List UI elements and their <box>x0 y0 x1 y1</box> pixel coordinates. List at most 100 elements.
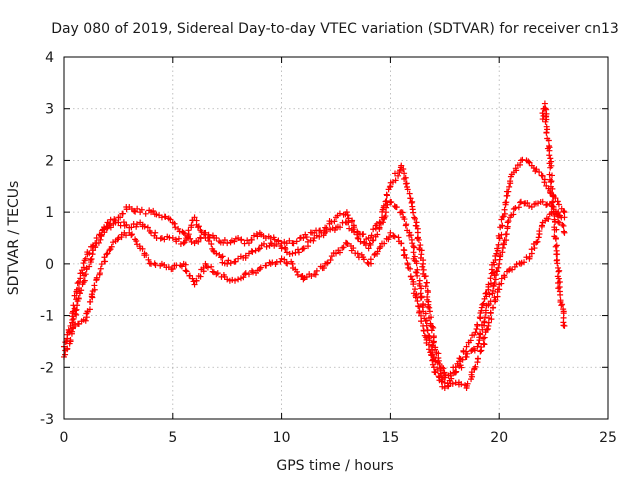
data-point <box>425 303 432 310</box>
data-point <box>409 240 416 247</box>
data-point <box>377 243 384 250</box>
data-point <box>71 305 78 312</box>
data-point <box>430 339 437 346</box>
data-point <box>412 294 419 301</box>
data-point <box>510 211 517 218</box>
data-point <box>481 341 488 348</box>
data-point <box>224 240 231 247</box>
data-point <box>86 306 93 313</box>
data-point <box>86 263 93 270</box>
data-point <box>418 318 425 325</box>
data-point <box>505 188 512 195</box>
data-point <box>412 269 419 276</box>
data-point <box>492 297 499 304</box>
data-point <box>337 224 344 231</box>
data-point <box>408 199 415 206</box>
data-point <box>407 195 414 202</box>
data-point <box>502 231 509 238</box>
data-point <box>370 237 377 244</box>
data-point <box>232 277 239 284</box>
data-point <box>365 245 372 252</box>
y-tick-label: -1 <box>40 309 54 325</box>
data-point <box>66 328 73 335</box>
y-tick-label: 2 <box>45 153 54 169</box>
data-point <box>504 219 511 226</box>
data-point <box>558 302 565 309</box>
data-point <box>62 339 69 346</box>
data-point <box>182 267 189 274</box>
data-point <box>554 260 561 267</box>
data-point <box>397 167 404 174</box>
y-tick-label: 4 <box>45 50 54 66</box>
data-point <box>374 248 381 255</box>
data-point <box>323 228 330 235</box>
data-point <box>313 267 320 274</box>
data-point <box>278 240 285 247</box>
data-point <box>404 186 411 193</box>
data-point <box>82 255 89 262</box>
data-point <box>75 285 82 292</box>
data-point <box>161 236 168 243</box>
data-point <box>521 259 528 266</box>
data-point <box>310 237 317 244</box>
data-point <box>96 270 103 277</box>
data-point <box>495 241 502 248</box>
data-point <box>477 348 484 355</box>
data-point <box>133 238 140 245</box>
data-point <box>553 251 560 258</box>
data-point <box>283 259 290 266</box>
data-point <box>273 241 280 248</box>
data-point <box>407 265 414 272</box>
data-point <box>423 279 430 286</box>
data-point <box>343 209 350 216</box>
y-tick-label: 3 <box>45 102 54 118</box>
data-point <box>422 283 429 290</box>
data-point <box>434 366 441 373</box>
data-point <box>339 244 346 251</box>
data-point <box>173 238 180 245</box>
data-point <box>354 250 361 257</box>
data-point <box>487 309 494 316</box>
data-point <box>249 248 256 255</box>
data-point <box>290 240 297 247</box>
data-point <box>539 198 546 205</box>
data-point <box>97 231 104 238</box>
data-point <box>118 234 125 241</box>
data-point <box>256 245 263 252</box>
data-point <box>490 304 497 311</box>
data-point <box>481 318 488 325</box>
data-point <box>86 250 93 257</box>
data-point <box>224 260 231 267</box>
data-point <box>383 191 390 198</box>
data-point <box>422 310 429 317</box>
data-point <box>411 214 418 221</box>
data-point <box>475 355 482 362</box>
data-point <box>483 326 490 333</box>
data-point <box>344 240 351 247</box>
data-point <box>294 271 301 278</box>
data-point <box>499 213 506 220</box>
y-tick-label: 0 <box>45 257 54 273</box>
data-point <box>208 240 215 247</box>
data-point <box>559 221 566 228</box>
data-point <box>267 240 274 247</box>
data-point <box>386 234 393 241</box>
data-point <box>487 275 494 282</box>
data-point <box>414 235 421 242</box>
data-point <box>416 282 423 289</box>
x-tick-label: 5 <box>168 430 177 446</box>
data-point <box>242 270 249 277</box>
data-point <box>371 251 378 258</box>
data-point <box>513 167 520 174</box>
data-point <box>104 250 111 257</box>
data-point <box>245 240 252 247</box>
data-point <box>93 235 100 241</box>
data-point <box>476 334 483 341</box>
data-point <box>152 261 159 268</box>
data-point <box>162 213 169 220</box>
data-point <box>407 232 414 239</box>
data-point <box>67 337 74 344</box>
data-point <box>370 226 377 233</box>
data-point <box>86 298 93 305</box>
data-point <box>552 243 559 250</box>
